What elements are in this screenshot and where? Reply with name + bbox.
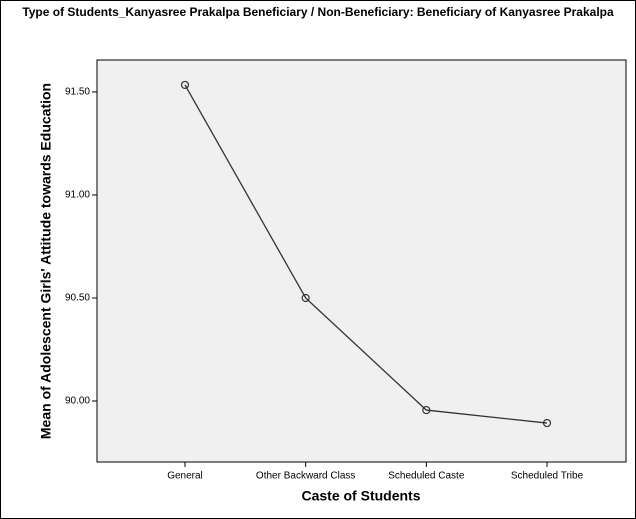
x-tick-label: Scheduled Tribe bbox=[511, 471, 584, 482]
y-tick-label: 91.00 bbox=[65, 190, 90, 201]
point-marker bbox=[422, 405, 431, 415]
x-tick-label: General bbox=[167, 471, 203, 482]
y-axis-title: Mean of Adolescent Girls' Attitude towar… bbox=[38, 83, 54, 439]
x-axis-title: Caste of Students bbox=[301, 488, 420, 504]
chart-title: Type of Students_Kanyasree Prakalpa Bene… bbox=[22, 5, 614, 19]
point-marker bbox=[542, 418, 552, 428]
point-marker bbox=[180, 80, 190, 90]
series-line bbox=[184, 84, 548, 424]
y-tick-label: 90.50 bbox=[65, 293, 90, 304]
y-tick-label: 90.00 bbox=[65, 396, 90, 407]
plot-area bbox=[96, 59, 627, 463]
x-tick-label: Scheduled Caste bbox=[388, 471, 465, 482]
y-tick-label: 91.50 bbox=[65, 87, 90, 98]
x-tick-label: Other Backward Class bbox=[256, 471, 355, 482]
point-marker bbox=[301, 293, 310, 303]
